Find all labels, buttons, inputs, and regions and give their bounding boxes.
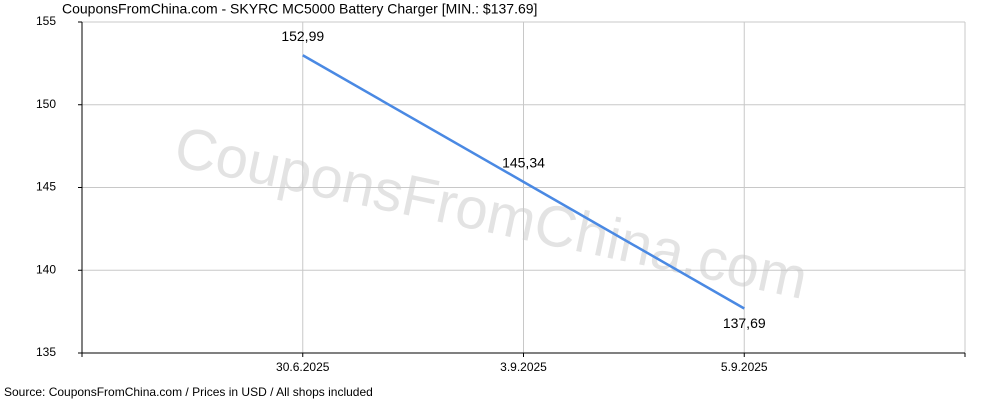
data-label: 145,34 [502, 155, 545, 171]
x-tick-label: 3.9.2025 [500, 360, 547, 374]
y-tick-label: 155 [36, 14, 56, 28]
x-tick-label: 5.9.2025 [721, 360, 768, 374]
y-tick-label: 145 [36, 180, 56, 194]
x-tick-label: 30.6.2025 [276, 360, 330, 374]
y-tick-label: 140 [36, 262, 56, 276]
data-label: 152,99 [281, 28, 324, 44]
price-line [302, 54, 745, 310]
source-note: Source: CouponsFromChina.com / Prices in… [4, 385, 373, 399]
y-tick-label: 135 [36, 345, 56, 359]
data-label: 137,69 [723, 315, 766, 331]
chart-title: CouponsFromChina.com - SKYRC MC5000 Batt… [62, 1, 537, 17]
y-tick-label: 150 [36, 97, 56, 111]
